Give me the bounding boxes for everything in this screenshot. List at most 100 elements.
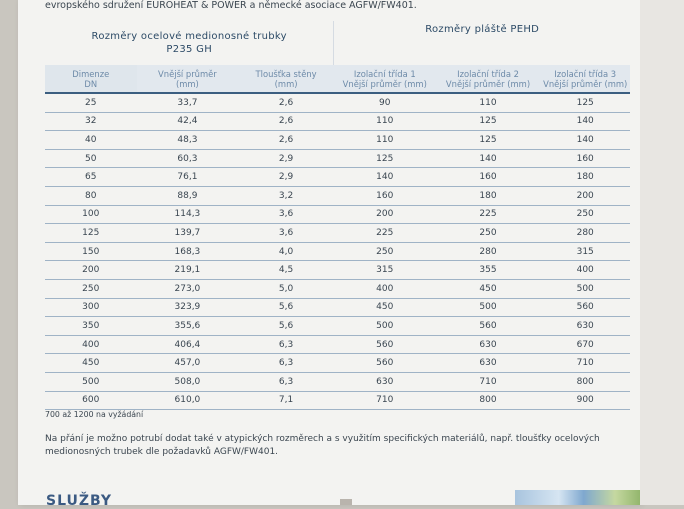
table-row: 250 273,0 5,0 400 450 500 [45, 279, 630, 299]
section-heading-sluzby: SLUŽBY [46, 493, 113, 509]
table-cell: 180 [540, 167, 630, 187]
table-cell: 5,6 [238, 298, 334, 318]
table-cell: 280 [540, 223, 630, 243]
table-cell: 6,3 [238, 372, 334, 392]
table-cell: 4,5 [238, 260, 334, 280]
table-row: 200 219,1 4,5 315 355 400 [45, 260, 630, 280]
table-cell: 5,0 [238, 279, 334, 299]
table-cell: 800 [435, 391, 541, 411]
table-row: 150 168,3 4,0 250 280 315 [45, 242, 630, 262]
table-cell: 2,6 [238, 112, 334, 132]
column-header-class-2-text: Izolační třída 2 Vnější průměr (mm) [445, 68, 531, 89]
table-cell: 7,1 [238, 391, 334, 411]
decorative-mark [340, 499, 352, 505]
table-cell: 32 [45, 112, 137, 132]
table-cell: 273,0 [136, 279, 239, 299]
table-cell: 457,0 [136, 353, 239, 373]
table-cell: 139,7 [136, 223, 239, 243]
table-cell: 2,6 [238, 130, 334, 150]
table-cell: 160 [435, 167, 541, 187]
table-cell: 500 [540, 279, 630, 299]
table-cell: 560 [435, 316, 541, 336]
table-cell: 150 [45, 242, 137, 262]
table-cell: 100 [45, 205, 137, 225]
table-cell: 40 [45, 130, 137, 150]
table-cell: 630 [333, 372, 436, 392]
table-cell: 2,9 [238, 149, 334, 169]
table-cell: 630 [435, 353, 541, 373]
table-cell: 710 [333, 391, 436, 411]
table-cell: 508,0 [136, 372, 239, 392]
table-cell: 160 [540, 149, 630, 169]
table-cell: 630 [540, 316, 630, 336]
table-cell: 168,3 [136, 242, 239, 262]
column-header-wall-thickness: Tloušťka stěny (mm) [238, 65, 334, 92]
table-cell: 600 [45, 391, 137, 411]
table-row: 80 88,9 3,2 160 180 200 [45, 186, 630, 206]
table-cell: 219,1 [136, 260, 239, 280]
table-row: 50 60,3 2,9 125 140 160 [45, 149, 630, 169]
table-cell: 406,4 [136, 335, 239, 355]
table-row: 350 355,6 5,6 500 560 630 [45, 316, 630, 336]
group-header-pehd: Rozměry pláště PEHD [333, 21, 630, 65]
table-cell: 110 [333, 130, 436, 150]
table-cell: 160 [333, 186, 436, 206]
table-cell: 200 [333, 205, 436, 225]
table-cell: 114,3 [136, 205, 239, 225]
table-cell: 140 [333, 167, 436, 187]
column-header-class-3-text: Izolační třída 3 Vnější průměr (mm) [543, 68, 628, 89]
table-row: 25 33,7 2,6 90 110 125 [45, 93, 630, 113]
table-body: 25 33,7 2,6 90 110 125 32 42,4 2,6 110 125 140 40 48,… [45, 93, 630, 411]
table-row: 65 76,1 2,9 140 160 180 [45, 167, 630, 187]
table-cell: 125 [540, 93, 630, 113]
table-cell: 560 [540, 298, 630, 318]
table-cell: 25 [45, 93, 137, 113]
table-row: 300 323,9 5,6 450 500 560 [45, 298, 630, 318]
table-cell: 60,3 [136, 149, 239, 169]
table-cell: 6,3 [238, 335, 334, 355]
table-cell: 450 [45, 353, 137, 373]
table-cell: 710 [540, 353, 630, 373]
column-header-class-1-text: Izolační třída 1 Vnější průměr (mm) [342, 68, 427, 89]
table-cell: 140 [540, 112, 630, 132]
table-cell: 110 [333, 112, 436, 132]
table-cell: 355 [435, 260, 541, 280]
table-cell: 76,1 [136, 167, 239, 187]
table-cell: 225 [435, 205, 541, 225]
group-header-steel: Rozměry ocelové medionosné trubky P235 G… [45, 21, 334, 65]
column-header-outer-diameter-text: Vnější průměr (mm) [158, 68, 217, 89]
table-cell: 300 [45, 298, 137, 318]
table-cell: 3,6 [238, 205, 334, 225]
next-page-edge [640, 0, 684, 505]
column-header-dn: Dimenze DN [45, 65, 137, 92]
table-row: 500 508,0 6,3 630 710 800 [45, 372, 630, 392]
table-row: 100 114,3 3,6 200 225 250 [45, 205, 630, 225]
table-cell: 250 [333, 242, 436, 262]
table-cell: 355,6 [136, 316, 239, 336]
table-cell: 710 [435, 372, 541, 392]
table-cell: 500 [333, 316, 436, 336]
table-cell: 110 [435, 93, 541, 113]
table-cell: 4,0 [238, 242, 334, 262]
column-header-class-3: Izolační třída 3 Vnější průměr (mm) [540, 65, 630, 92]
table-cell: 125 [333, 149, 436, 169]
dimensions-table-container: Rozměry ocelové medionosné trubky P235 G… [45, 21, 630, 411]
table-cell: 315 [540, 242, 630, 262]
table-cell: 90 [333, 93, 436, 113]
table-cell: 315 [333, 260, 436, 280]
table-cell: 65 [45, 167, 137, 187]
column-header-wall-thickness-text: Tloušťka stěny (mm) [255, 68, 317, 89]
table-cell: 450 [435, 279, 541, 299]
table-cell: 200 [45, 260, 137, 280]
table-cell: 2,6 [238, 93, 334, 113]
intro-text: evropského sdružení EUROHEAT & POWER a n… [45, 0, 417, 11]
table-cell: 140 [435, 149, 541, 169]
table-cell: 80 [45, 186, 137, 206]
table-cell: 50 [45, 149, 137, 169]
table-cell: 630 [435, 335, 541, 355]
table-cell: 500 [45, 372, 137, 392]
table-cell: 250 [435, 223, 541, 243]
table-cell: 48,3 [136, 130, 239, 150]
table-row: 450 457,0 6,3 560 630 710 [45, 353, 630, 373]
table-cell: 180 [435, 186, 541, 206]
